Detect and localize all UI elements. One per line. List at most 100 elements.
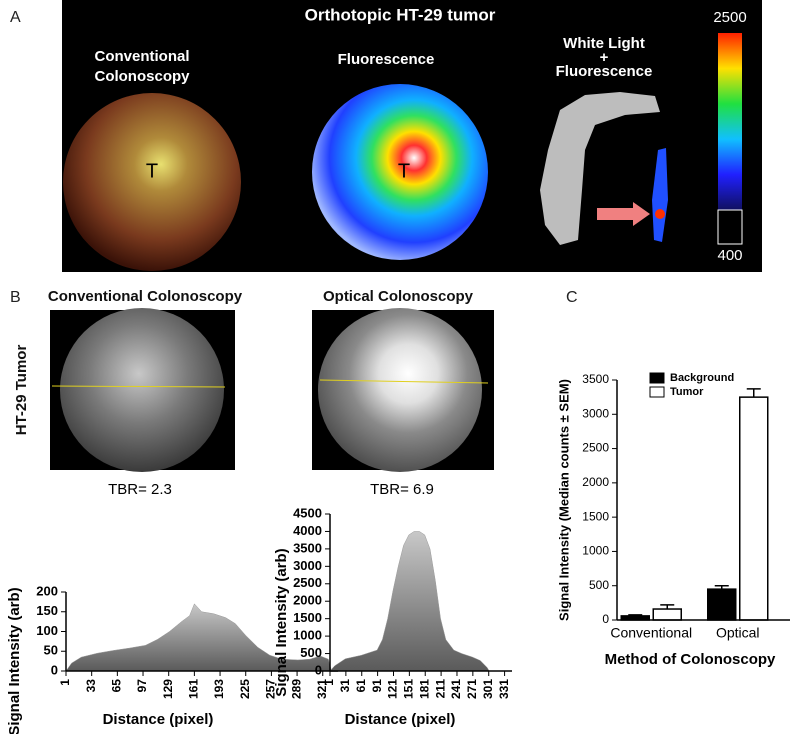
x-tick-label: 331 bbox=[497, 679, 511, 699]
area bbox=[65, 603, 332, 672]
colorbar bbox=[718, 33, 742, 210]
y-tick-label: 4000 bbox=[293, 523, 322, 538]
profile-line bbox=[319, 379, 489, 384]
x-tick-label: 129 bbox=[161, 679, 175, 699]
y-axis-label: Signal Intensity (Median counts ± SEM) bbox=[556, 379, 571, 621]
x-tick-label: 1 bbox=[58, 679, 72, 686]
y-tick-label: 3500 bbox=[582, 372, 609, 386]
x-tick-label: 161 bbox=[187, 679, 201, 699]
y-tick-label: 1000 bbox=[293, 628, 322, 643]
y-tick-label: 2500 bbox=[293, 575, 322, 590]
x-tick-label: 289 bbox=[289, 679, 303, 699]
x-axis-label: Method of Colonoscopy bbox=[605, 651, 776, 668]
y-axis-label: Signal Intensity (arb) bbox=[273, 548, 290, 696]
y-tick-label: 0 bbox=[602, 612, 609, 626]
error-bar bbox=[628, 614, 643, 616]
colorbar-max: 2500 bbox=[713, 9, 746, 26]
x-tick-label: Optical bbox=[716, 625, 760, 641]
x-tick-label: 241 bbox=[449, 679, 463, 699]
column-title: Conventional Colonoscopy bbox=[48, 288, 243, 305]
legend-label: Background bbox=[670, 372, 734, 384]
bar bbox=[707, 588, 737, 621]
y-tick-label: 0 bbox=[315, 662, 322, 677]
x-tick-label: 225 bbox=[238, 679, 252, 699]
x-tick-label: 97 bbox=[135, 679, 149, 693]
x-tick-label: 31 bbox=[338, 679, 352, 693]
tumor-marker: T bbox=[146, 160, 158, 182]
x-tick-label: 121 bbox=[386, 679, 400, 699]
panel-title: Orthotopic HT-29 tumor bbox=[305, 5, 496, 24]
image-label: + bbox=[600, 49, 609, 66]
colonoscopy-image bbox=[63, 93, 241, 271]
x-tick-label: 257 bbox=[264, 679, 278, 699]
y-tick-label: 500 bbox=[300, 645, 322, 660]
panel-label: A bbox=[10, 9, 21, 26]
y-tick-label: 3500 bbox=[293, 540, 322, 555]
colorbar bbox=[717, 209, 743, 245]
colorbar-min: 400 bbox=[717, 247, 742, 264]
x-tick-label: 33 bbox=[84, 679, 98, 693]
y-tick-label: 0 bbox=[51, 662, 58, 677]
legend-label: Tumor bbox=[670, 386, 704, 398]
y-tick-label: 150 bbox=[36, 603, 58, 618]
image-label: Fluorescence bbox=[338, 51, 435, 68]
error-bar bbox=[714, 584, 729, 590]
error-bar bbox=[746, 388, 761, 398]
x-tick-label: 151 bbox=[402, 679, 416, 699]
fluorescence-image bbox=[312, 84, 488, 260]
y-tick-label: 50 bbox=[44, 643, 58, 658]
image-label: Conventional bbox=[94, 48, 189, 65]
x-tick-label: 65 bbox=[110, 679, 124, 693]
x-tick-label: 301 bbox=[481, 679, 495, 699]
x-tick-label: 271 bbox=[465, 679, 479, 699]
bar bbox=[652, 608, 682, 621]
row-label: HT-29 Tumor bbox=[13, 345, 30, 436]
x-axis-label: Distance (pixel) bbox=[345, 711, 456, 728]
legend-swatch bbox=[649, 386, 665, 398]
y-axis-label: Signal Intensity (arb) bbox=[6, 587, 23, 734]
error-bar bbox=[660, 604, 675, 610]
panel-label: B bbox=[10, 289, 21, 306]
x-tick-label: 1 bbox=[322, 679, 336, 686]
y-tick-label: 500 bbox=[589, 578, 609, 592]
image-label: White Light bbox=[563, 35, 645, 52]
specimen-hotspot bbox=[655, 209, 665, 219]
y-tick-label: 1500 bbox=[293, 610, 322, 625]
bar bbox=[739, 396, 769, 621]
x-tick-label: Conventional bbox=[610, 625, 692, 641]
y-tick-label: 2000 bbox=[582, 475, 609, 489]
y-tick-label: 1000 bbox=[582, 544, 609, 558]
tbr-label: TBR= 6.9 bbox=[370, 481, 434, 498]
column-title: Optical Colonoscopy bbox=[323, 288, 474, 305]
x-tick-label: 61 bbox=[354, 679, 368, 693]
tumor-marker: T bbox=[398, 160, 410, 182]
y-tick-label: 200 bbox=[36, 583, 58, 598]
x-tick-label: 91 bbox=[370, 679, 384, 693]
y-tick-label: 100 bbox=[36, 623, 58, 638]
grayscale-image-field bbox=[318, 308, 482, 472]
specimen-image bbox=[540, 92, 660, 245]
x-tick-label: 211 bbox=[433, 679, 447, 699]
image-label: Fluorescence bbox=[556, 63, 653, 80]
y-tick-label: 3000 bbox=[582, 406, 609, 420]
arrow bbox=[597, 202, 650, 226]
y-tick-label: 3000 bbox=[293, 558, 322, 573]
y-tick-label: 4500 bbox=[293, 505, 322, 520]
x-tick-label: 321 bbox=[315, 679, 329, 699]
grayscale-image-field bbox=[60, 308, 224, 472]
y-tick-label: 2000 bbox=[293, 593, 322, 608]
panel-label: C bbox=[566, 289, 578, 306]
area bbox=[329, 531, 490, 672]
image-label: Colonoscopy bbox=[94, 68, 190, 85]
x-axis-label: Distance (pixel) bbox=[103, 711, 214, 728]
profile-line bbox=[51, 385, 226, 388]
legend-swatch bbox=[649, 372, 665, 384]
y-tick-label: 1500 bbox=[582, 509, 609, 523]
x-tick-label: 193 bbox=[212, 679, 226, 699]
tbr-label: TBR= 2.3 bbox=[108, 481, 172, 498]
x-tick-label: 181 bbox=[417, 679, 431, 699]
specimen-fluorescence bbox=[652, 148, 668, 242]
y-tick-label: 2500 bbox=[582, 441, 609, 455]
